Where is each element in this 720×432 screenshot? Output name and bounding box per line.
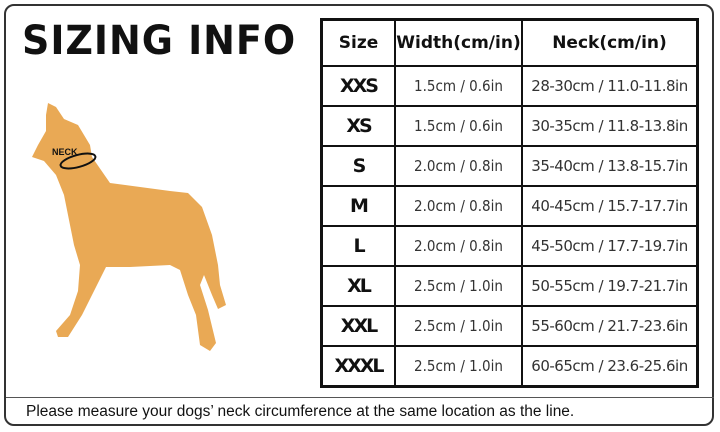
divider bbox=[6, 397, 714, 398]
size-cell: XL bbox=[320, 265, 396, 307]
neck-cell: 28-30cm / 11.0-11.8in bbox=[521, 65, 699, 107]
sizing-table: Size Width(cm/in) Neck(cm/in) XXS 1.5cm /… bbox=[320, 18, 699, 388]
table-row: XXL 2.5cm / 1.0in 55-60cm / 21.7-23.6in bbox=[320, 305, 699, 347]
table-row: M 2.0cm / 0.8in 40-45cm / 15.7-17.7in bbox=[320, 185, 699, 227]
neck-cell: 55-60cm / 21.7-23.6in bbox=[521, 305, 699, 347]
size-cell: XS bbox=[320, 105, 396, 147]
table-row: XXXL 2.5cm / 1.0in 60-65cm / 23.6-25.6in bbox=[320, 345, 699, 388]
header-size: Size bbox=[320, 18, 396, 67]
table-row: XXS 1.5cm / 0.6in 28-30cm / 11.0-11.8in bbox=[320, 65, 699, 107]
neck-cell: 40-45cm / 15.7-17.7in bbox=[521, 185, 699, 227]
width-cell: 2.5cm / 1.0in bbox=[394, 305, 523, 347]
table-row: S 2.0cm / 0.8in 35-40cm / 13.8-15.7in bbox=[320, 145, 699, 187]
width-cell: 2.0cm / 0.8in bbox=[394, 185, 523, 227]
table-row: L 2.0cm / 0.8in 45-50cm / 17.7-19.7in bbox=[320, 225, 699, 267]
table-row: XL 2.5cm / 1.0in 50-55cm / 19.7-21.7in bbox=[320, 265, 699, 307]
width-cell: 1.5cm / 0.6in bbox=[394, 65, 523, 107]
measure-note: Please measure your dogs’ neck circumfer… bbox=[26, 403, 575, 420]
width-cell: 2.0cm / 0.8in bbox=[394, 225, 523, 267]
size-cell: XXXL bbox=[320, 345, 396, 388]
dog-silhouette: NECK bbox=[32, 103, 226, 351]
table-row: XS 1.5cm / 0.6in 30-35cm / 11.8-13.8in bbox=[320, 105, 699, 147]
size-cell: M bbox=[320, 185, 396, 227]
size-cell: L bbox=[320, 225, 396, 267]
width-cell: 2.5cm / 1.0in bbox=[394, 345, 523, 388]
size-cell: XXS bbox=[320, 65, 396, 107]
neck-line bbox=[59, 152, 97, 170]
neck-cell: 45-50cm / 17.7-19.7in bbox=[521, 225, 699, 267]
header-neck: Neck(cm/in) bbox=[521, 18, 699, 67]
width-cell: 2.0cm / 0.8in bbox=[394, 145, 523, 187]
size-cell: XXL bbox=[320, 305, 396, 347]
width-cell: 1.5cm / 0.6in bbox=[394, 105, 523, 147]
neck-cell: 60-65cm / 23.6-25.6in bbox=[521, 345, 699, 388]
card-frame bbox=[4, 4, 714, 426]
size-cell: S bbox=[320, 145, 396, 187]
neck-cell: 35-40cm / 13.8-15.7in bbox=[521, 145, 699, 187]
header-width: Width(cm/in) bbox=[394, 18, 523, 67]
neck-label: NECK bbox=[52, 147, 78, 157]
neck-cell: 50-55cm / 19.7-21.7in bbox=[521, 265, 699, 307]
table-header-row: Size Width(cm/in) Neck(cm/in) bbox=[320, 18, 699, 67]
neck-cell: 30-35cm / 11.8-13.8in bbox=[521, 105, 699, 147]
width-cell: 2.5cm / 1.0in bbox=[394, 265, 523, 307]
page-title: SIZING INFO bbox=[22, 18, 297, 64]
